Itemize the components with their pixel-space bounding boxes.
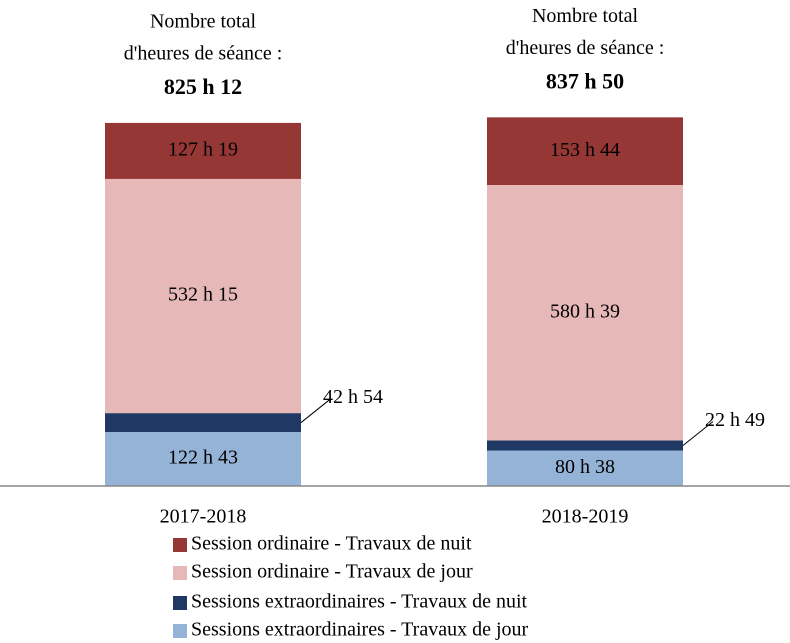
bar-segment <box>487 450 683 486</box>
legend-label: Session ordinaire - Travaux de nuit <box>191 533 472 555</box>
leader-line <box>300 398 332 423</box>
data-label: 42 h 54 <box>323 386 383 408</box>
legend-swatch <box>173 596 187 610</box>
bar-segment <box>105 432 301 486</box>
total-caption: d'heures de séance : <box>506 37 665 59</box>
bar-segment <box>105 413 301 433</box>
bar-segment <box>487 184 683 441</box>
total-label: 825 h 12 <box>164 74 242 99</box>
legend-label: Sessions extraordinaires - Travaux de jo… <box>191 619 529 641</box>
total-caption: Nombre total <box>532 5 639 27</box>
data-label: 22 h 49 <box>705 409 765 431</box>
legend-label: Sessions extraordinaires - Travaux de nu… <box>191 591 528 613</box>
leader-line <box>682 421 714 446</box>
bar-segment <box>487 117 683 185</box>
data-label: 580 h 39 <box>550 300 620 322</box>
data-label: 153 h 44 <box>550 139 620 161</box>
data-label: 127 h 19 <box>168 139 238 161</box>
data-label: 122 h 43 <box>168 447 238 469</box>
legend-swatch <box>173 538 187 552</box>
x-tick-label: 2017-2018 <box>160 506 247 528</box>
total-caption: d'heures de séance : <box>124 43 283 65</box>
x-tick-label: 2018-2019 <box>542 506 629 528</box>
total-label: 837 h 50 <box>546 68 624 93</box>
legend-swatch <box>173 566 187 580</box>
legend-label: Session ordinaire - Travaux de jour <box>191 561 473 583</box>
bar-segment <box>487 440 683 451</box>
total-caption: Nombre total <box>150 11 257 33</box>
bar-segment <box>105 178 301 414</box>
data-label: 80 h 38 <box>555 456 615 478</box>
data-label: 532 h 15 <box>168 284 238 306</box>
legend-swatch <box>173 624 187 638</box>
bar-segment <box>105 122 301 179</box>
